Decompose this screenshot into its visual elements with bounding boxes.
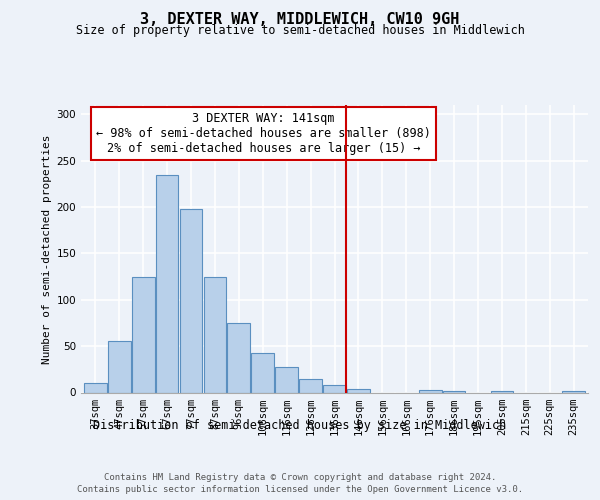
Text: 3 DEXTER WAY: 141sqm
← 98% of semi-detached houses are smaller (898)
2% of semi-: 3 DEXTER WAY: 141sqm ← 98% of semi-detac… xyxy=(96,112,431,155)
Bar xyxy=(227,323,250,392)
Y-axis label: Number of semi-detached properties: Number of semi-detached properties xyxy=(42,134,52,364)
Text: Size of property relative to semi-detached houses in Middlewich: Size of property relative to semi-detach… xyxy=(76,24,524,37)
Bar xyxy=(347,389,370,392)
Bar xyxy=(562,390,585,392)
Text: Contains public sector information licensed under the Open Government Licence v3: Contains public sector information licen… xyxy=(77,485,523,494)
Bar xyxy=(132,276,155,392)
Bar xyxy=(275,368,298,392)
Bar xyxy=(108,342,131,392)
Bar xyxy=(84,383,107,392)
Bar xyxy=(156,174,178,392)
Text: 3, DEXTER WAY, MIDDLEWICH, CW10 9GH: 3, DEXTER WAY, MIDDLEWICH, CW10 9GH xyxy=(140,12,460,28)
Bar xyxy=(323,385,346,392)
Bar xyxy=(299,378,322,392)
Bar xyxy=(203,276,226,392)
Text: Distribution of semi-detached houses by size in Middlewich: Distribution of semi-detached houses by … xyxy=(94,419,506,432)
Bar xyxy=(179,209,202,392)
Text: Contains HM Land Registry data © Crown copyright and database right 2024.: Contains HM Land Registry data © Crown c… xyxy=(104,472,496,482)
Bar xyxy=(251,352,274,393)
Bar xyxy=(443,390,466,392)
Bar xyxy=(419,390,442,392)
Bar xyxy=(491,390,513,392)
